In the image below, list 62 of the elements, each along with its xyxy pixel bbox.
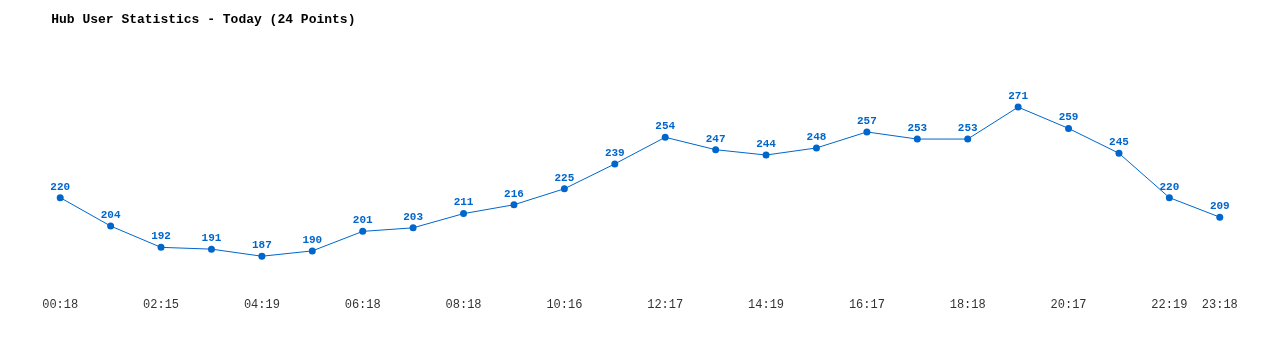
point [460, 210, 468, 218]
point [913, 135, 921, 143]
data-label: 220 [1159, 180, 1180, 193]
data-label: 192 [151, 230, 171, 243]
point [107, 222, 115, 230]
point [56, 194, 64, 202]
data-label: 254 [655, 120, 676, 133]
data-label: 257 [856, 114, 877, 127]
x-tick-label: 02:15 [143, 298, 180, 312]
point [207, 245, 215, 253]
data-label: 211 [453, 196, 474, 209]
x-tick-label: 10:16 [546, 298, 583, 312]
point [712, 146, 720, 154]
point [157, 243, 165, 251]
chart-title: Hub User Statistics - Today (24 Points) [51, 12, 356, 28]
data-label: 220 [50, 180, 71, 193]
data-label: 259 [1058, 111, 1079, 124]
data-label: 201 [352, 214, 374, 227]
x-tick-label: 20:17 [1050, 298, 1087, 312]
data-label: 190 [302, 233, 323, 246]
data-label: 245 [1109, 136, 1130, 149]
data-label: 248 [806, 130, 827, 143]
x-tick-label: 16:17 [848, 298, 885, 312]
point [1165, 194, 1173, 202]
x-tick-label: 00:18 [42, 298, 79, 312]
point [409, 224, 417, 232]
point [560, 185, 568, 193]
point [1014, 103, 1022, 111]
point [611, 160, 619, 168]
point [258, 252, 266, 260]
point [359, 227, 367, 235]
point [812, 144, 820, 152]
data-label: 239 [604, 146, 625, 159]
point [863, 128, 871, 136]
data-label: 225 [554, 171, 575, 184]
data-label: 253 [907, 121, 928, 134]
data-label: 247 [705, 132, 726, 145]
point [661, 133, 669, 141]
x-tick-label: 22:19 [1151, 298, 1188, 312]
x-tick-label: 06:18 [344, 298, 381, 312]
data-label: 271 [1008, 89, 1029, 102]
point [964, 135, 972, 143]
data-label: 253 [957, 121, 979, 134]
data-label: 209 [1209, 200, 1230, 213]
data-label: 244 [756, 137, 777, 150]
point [762, 151, 770, 159]
data-label: 216 [504, 187, 524, 200]
point [1065, 124, 1073, 132]
x-tick-label: 08:18 [445, 298, 482, 312]
data-label: 191 [201, 232, 222, 245]
point [1115, 149, 1123, 157]
data-label: 203 [403, 210, 424, 223]
x-tick-label: 23:18 [1201, 298, 1238, 312]
x-tick-label: 18:18 [949, 298, 986, 312]
x-tick-label: 04:19 [243, 298, 280, 312]
x-tick-label: 14:19 [748, 298, 785, 312]
x-tick-label: 12:17 [647, 298, 684, 312]
point [308, 247, 316, 255]
point [1216, 213, 1224, 221]
point [510, 201, 518, 209]
data-label: 204 [100, 208, 121, 221]
data-label: 187 [251, 239, 272, 252]
